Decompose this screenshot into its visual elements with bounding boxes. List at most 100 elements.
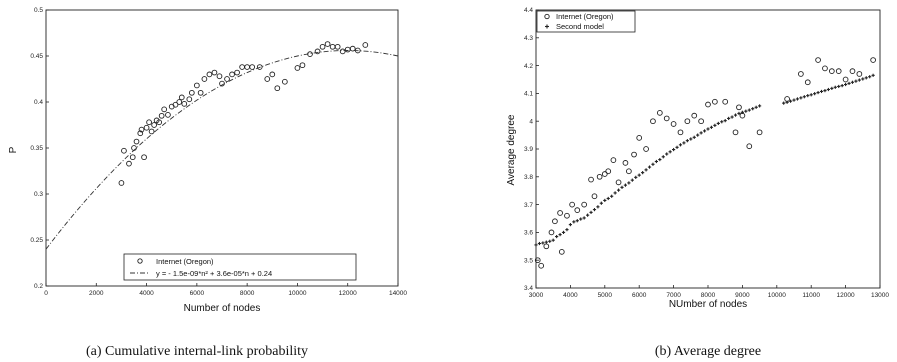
data-point-circle — [181, 100, 188, 107]
data-point-circle — [244, 64, 250, 70]
data-point-cross — [737, 111, 741, 116]
data-point-circle — [548, 229, 555, 236]
y-tick-label: 0.3 — [34, 191, 43, 198]
data-point-cross — [555, 234, 559, 239]
data-point-circle — [324, 41, 331, 47]
y-tick-label: 0.5 — [34, 7, 43, 14]
data-point-cross — [589, 210, 593, 214]
chart-b-x-ticks: 3000 4000 5000 6000 7000 8000 9000 10000 11000 12… — [529, 285, 889, 299]
y-tick-label: 3.5 — [524, 257, 533, 264]
data-point-cross — [747, 108, 751, 112]
data-point-cross — [826, 87, 830, 92]
x-tick-label: 10000 — [768, 292, 786, 299]
data-point-circle — [188, 89, 195, 96]
data-point-circle — [677, 129, 684, 136]
data-point-cross — [685, 139, 689, 143]
data-point-circle — [201, 76, 208, 82]
data-point-cross — [627, 181, 631, 185]
data-point-circle — [138, 126, 145, 133]
data-point-cross — [730, 115, 734, 119]
data-point-circle — [849, 68, 856, 75]
data-point-circle — [705, 101, 711, 108]
data-point-circle — [588, 176, 594, 183]
x-tick-label: 8000 — [240, 290, 255, 297]
y-tick-label: 4.3 — [524, 35, 533, 42]
data-point-circle — [643, 146, 649, 152]
data-point-circle — [581, 201, 588, 208]
data-point-circle — [229, 71, 235, 78]
data-point-cross — [537, 241, 542, 246]
data-point-circle — [605, 168, 612, 175]
x-tick-label: 6000 — [632, 292, 647, 299]
data-point-circle — [362, 42, 369, 48]
data-point-circle — [746, 143, 753, 150]
data-point-circle — [197, 89, 204, 96]
data-point-circle — [319, 43, 326, 50]
y-tick-label: 3.9 — [524, 146, 533, 153]
data-point-cross — [713, 123, 717, 127]
data-point-circle — [256, 64, 263, 70]
data-point-circle — [739, 112, 746, 119]
data-point-circle — [557, 210, 563, 216]
data-point-circle — [610, 157, 617, 163]
x-tick-label: 5000 — [598, 292, 613, 299]
data-point-cross — [689, 137, 693, 141]
data-point-cross — [651, 162, 655, 166]
data-point-cross — [579, 217, 583, 221]
data-point-cross — [575, 219, 579, 223]
data-point-circle — [564, 212, 570, 219]
data-point-circle — [211, 69, 218, 76]
data-point-cross — [813, 92, 817, 96]
data-point-circle — [543, 243, 550, 250]
data-point-circle — [615, 179, 622, 186]
data-point-circle — [756, 129, 763, 136]
data-point-circle — [239, 64, 245, 70]
data-point-cross — [857, 78, 861, 82]
data-point-cross — [661, 155, 665, 159]
data-point-cross — [871, 73, 875, 77]
data-point-cross — [668, 150, 672, 154]
data-point-cross — [840, 84, 844, 88]
data-point-cross — [792, 98, 796, 102]
x-tick-label: 12000 — [339, 290, 357, 297]
data-point-cross — [809, 93, 813, 97]
data-point-circle — [349, 45, 356, 52]
data-point-circle — [141, 154, 147, 161]
x-tick-label: 13000 — [871, 292, 889, 299]
x-tick-label: 3000 — [529, 292, 544, 299]
data-point-circle — [798, 71, 804, 77]
data-point-circle — [558, 249, 565, 255]
chart-a-x-axis-label: Number of nodes — [184, 303, 261, 314]
x-tick-label: 6000 — [190, 290, 205, 297]
data-point-circle — [172, 101, 179, 108]
data-point-circle — [294, 65, 301, 71]
data-point-circle — [856, 71, 863, 77]
data-point-circle — [129, 154, 136, 161]
data-point-circle — [870, 57, 876, 63]
data-point-cross — [740, 110, 744, 114]
data-point-cross — [644, 168, 648, 172]
data-point-cross — [596, 205, 600, 209]
y-tick-label: 0.2 — [34, 283, 43, 290]
data-point-circle — [269, 71, 276, 78]
y-tick-label: 0.35 — [30, 145, 43, 152]
data-point-cross — [723, 119, 727, 123]
chart-b-legend-box — [536, 10, 636, 33]
data-point-cross — [754, 105, 758, 109]
data-point-circle — [552, 218, 558, 225]
x-tick-label: 10000 — [288, 290, 306, 297]
y-tick-label: 4 — [529, 118, 533, 125]
chart-a-caption: (a) Cumulative internal-link probability — [86, 344, 308, 359]
data-point-circle — [626, 168, 632, 175]
data-point-cross — [823, 89, 827, 93]
data-point-circle — [329, 43, 336, 50]
data-point-circle — [176, 99, 183, 105]
data-point-cross — [799, 96, 803, 100]
data-point-circle — [784, 96, 790, 102]
data-point-circle — [133, 138, 140, 145]
data-point-cross — [702, 129, 707, 133]
data-point-circle — [151, 122, 157, 128]
data-point-circle — [712, 98, 718, 105]
data-point-cross — [623, 183, 628, 187]
data-point-cross — [637, 173, 641, 177]
